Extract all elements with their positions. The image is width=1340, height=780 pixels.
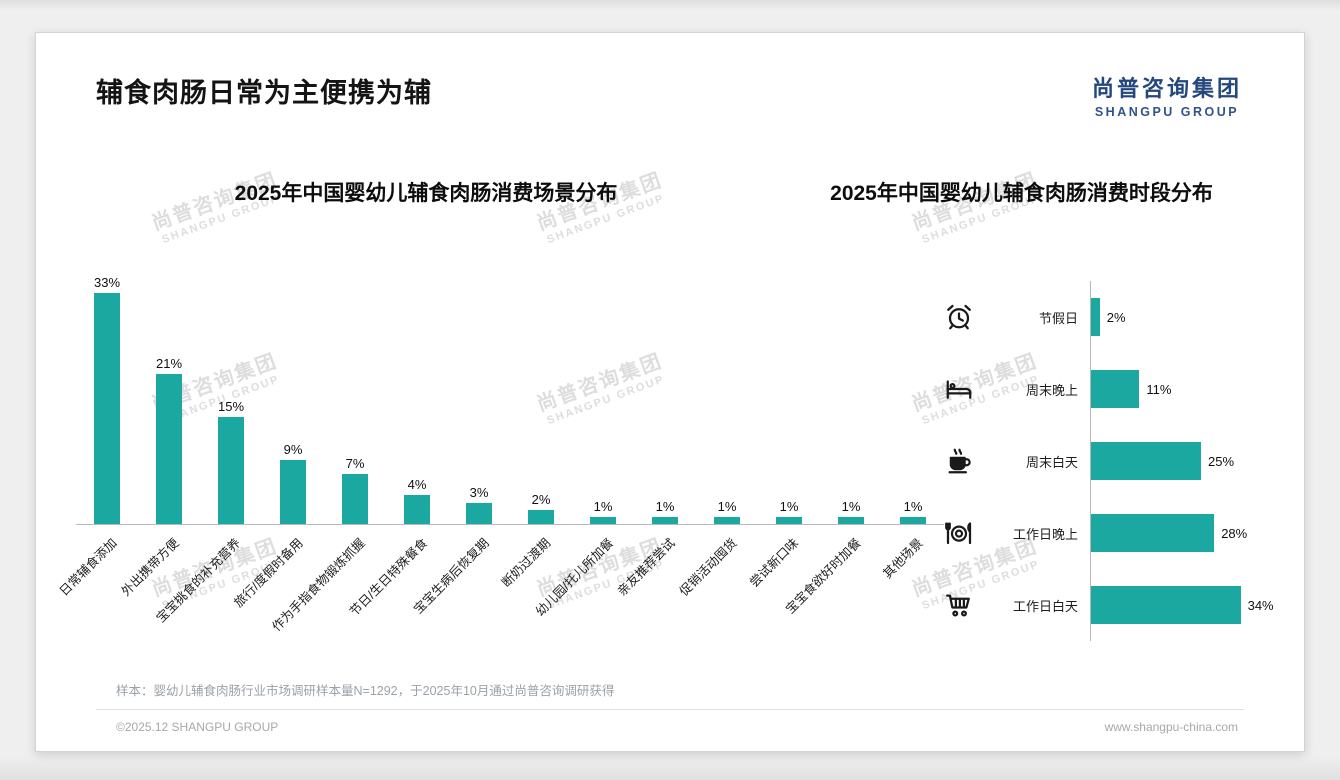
bar — [1091, 514, 1215, 552]
page-title: 辅食肉肠日常为主便携为辅 — [96, 78, 432, 108]
time-slot-row: 周末晚上 11% — [944, 353, 1304, 425]
time-slot-row: 工作日白天 34% — [944, 569, 1304, 641]
bed-icon — [944, 374, 990, 404]
bar-column: 15% — [200, 275, 262, 524]
slide-footer: ©2025.12 SHANGPU GROUP www.shangpu-china… — [96, 709, 1244, 751]
coffee-cup-icon — [944, 446, 990, 476]
bar-value-label: 1% — [903, 498, 923, 514]
scenario-chart-title: 2025年中国婴幼儿辅食肉肠消费场景分布 — [234, 182, 618, 205]
bar-value-label: 1% — [717, 498, 737, 514]
bar-value-label: 1% — [593, 498, 613, 514]
bar — [1091, 298, 1100, 336]
bar — [404, 495, 430, 524]
bar — [218, 416, 244, 524]
bar-value-label: 1% — [841, 498, 861, 514]
bar-track: 25% — [1090, 425, 1304, 497]
slide-content: 辅食肉肠日常为主便携为辅 尚普咨询集团 SHANGPU GROUP 2025年中… — [36, 33, 1304, 751]
charts-row: 2025年中国婴幼儿辅食肉肠消费场景分布 33% 21% 15% 9% 7% 4% 3% 2%… — [36, 177, 1304, 653]
scenario-plot-area: 33% 21% 15% 9% 7% 4% 3% 2% 1% 1% 1% 1% 1% 1% — [76, 275, 944, 525]
logo-chinese-name: 尚普咨询集团 — [1091, 76, 1242, 101]
bar — [342, 474, 368, 524]
bar — [1091, 370, 1140, 408]
bar-value-label: 3% — [469, 484, 489, 500]
bar — [1091, 442, 1201, 480]
dining-plate-icon — [944, 518, 990, 548]
bar-value-label: 7% — [345, 456, 365, 471]
bar-value-label: 15% — [217, 398, 245, 414]
bar — [156, 374, 182, 524]
time-slot-row: 节假日 2% — [944, 281, 1304, 353]
bar-column: 4% — [386, 275, 448, 524]
alarm-clock-icon — [944, 302, 990, 332]
bar-value-label: 2% — [531, 491, 551, 507]
bar — [714, 516, 740, 524]
bar-column: 1% — [572, 275, 634, 524]
bar — [652, 516, 678, 524]
bar — [838, 516, 864, 524]
category-label: 其他场景 — [880, 535, 926, 582]
bar-value-label: 34% — [1247, 597, 1274, 613]
sample-note: 样本：婴幼儿辅食肉肠行业市场调研样本量N=1292，于2025年10月通过尚普咨… — [116, 684, 615, 698]
copyright-text: ©2025.12 SHANGPU GROUP — [116, 720, 279, 734]
time-slot-label: 周末白天 — [1025, 454, 1078, 470]
category-label: 日常辅食添加 — [56, 535, 120, 599]
bar-column: 9% — [262, 275, 324, 524]
bar-column: 3% — [448, 275, 510, 524]
category-cell: 促销活动囤货 — [677, 525, 758, 653]
bar-value-label: 1% — [779, 498, 799, 514]
bar-column: 1% — [696, 275, 758, 524]
bar-column: 7% — [324, 275, 386, 524]
time-slot-label: 周末晚上 — [1025, 382, 1078, 398]
bar-column: 1% — [820, 275, 882, 524]
time-slot-row: 工作日晚上 28% — [944, 497, 1304, 569]
bar-value-label: 9% — [283, 441, 303, 457]
bar-value-label: 25% — [1208, 453, 1235, 469]
time-slot-label: 工作日白天 — [1012, 598, 1078, 614]
bar-track: 28% — [1090, 497, 1304, 569]
category-cell: 宝宝食欲好时加餐 — [783, 525, 882, 653]
timeslot-chart-title: 2025年中国婴幼儿辅食肉肠消费时段分布 — [830, 182, 1213, 205]
bar-track: 11% — [1090, 353, 1304, 425]
bar — [1091, 586, 1241, 624]
bar — [528, 509, 554, 524]
bar-value-label: 11% — [1146, 381, 1172, 397]
scenario-category-labels: 日常辅食添加 外出携带方便 宝宝挑食的补充营养 旅行/度假时备用 作为手指食物锻炼抓握节… — [57, 525, 944, 653]
bar-value-label: 21% — [155, 356, 183, 371]
bar-value-label: 33% — [93, 275, 121, 290]
timeslot-chart: 2025年中国婴幼儿辅食肉肠消费时段分布 节假日 2% 周末晚上 11% 周末白天 25%… — [830, 177, 1304, 653]
bar — [776, 516, 802, 524]
time-slot-label: 节假日 — [1038, 310, 1078, 326]
bar — [280, 459, 306, 524]
bar-track: 34% — [1090, 569, 1304, 641]
website-text: www.shangpu-china.com — [1104, 720, 1238, 734]
bar-column: 33% — [76, 275, 138, 524]
bar — [94, 293, 120, 524]
bar-column: 21% — [138, 275, 200, 524]
bar — [466, 502, 492, 524]
company-logo: 尚普咨询集团 SHANGPU GROUP — [1092, 71, 1242, 119]
timeslot-plot-area: 节假日 2% 周末晚上 11% 周末白天 25% 工作日晚上 28% 工作日白天 34% — [944, 281, 1304, 641]
header: 辅食肉肠日常为主便携为辅 尚普咨询集团 SHANGPU GROUP — [36, 33, 1304, 119]
bar — [900, 516, 926, 524]
bar-column: 1% — [634, 275, 696, 524]
bar-column: 1% — [758, 275, 820, 524]
bar-column: 1% — [882, 275, 944, 524]
bar-value-label: 1% — [655, 498, 675, 514]
time-slot-label: 工作日晚上 — [1012, 526, 1078, 542]
bar-value-label: 4% — [407, 477, 427, 493]
bar-value-label: 2% — [1106, 309, 1126, 325]
bar-track: 2% — [1090, 281, 1304, 353]
scenario-chart: 2025年中国婴幼儿辅食肉肠消费场景分布 33% 21% 15% 9% 7% 4% 3% 2%… — [57, 177, 944, 653]
bar-value-label: 28% — [1221, 525, 1248, 541]
category-cell: 宝宝生病后恢复期 — [411, 525, 510, 653]
logo-english-name: SHANGPU GROUP — [1094, 105, 1240, 119]
bar-column: 2% — [510, 275, 572, 524]
shopping-cart-icon — [944, 590, 990, 620]
category-cell: 其他场景 — [880, 525, 944, 653]
slide: 尚普咨询集团 SHANGPU GROUP 尚普咨询集团 SHANGPU GROUP 尚普… — [35, 32, 1305, 752]
bar — [590, 516, 616, 524]
time-slot-row: 周末白天 25% — [944, 425, 1304, 497]
